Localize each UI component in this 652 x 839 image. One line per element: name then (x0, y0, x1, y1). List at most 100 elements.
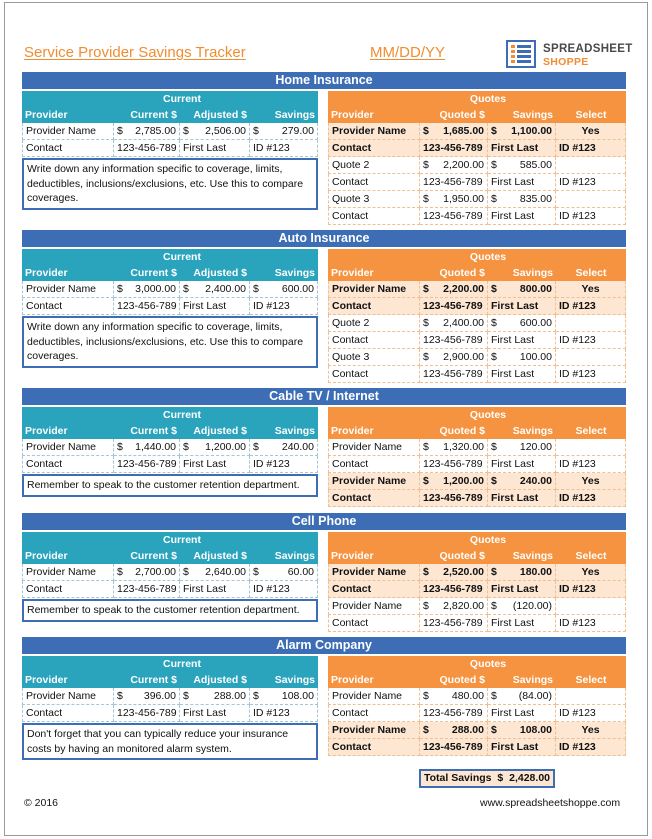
contact-name-cell[interactable]: First Last (488, 705, 556, 722)
quoted-amount-cell[interactable]: $1,320.00 (420, 439, 488, 456)
select-cell[interactable] (556, 157, 626, 174)
phone-cell[interactable]: 123-456-789 (420, 174, 488, 191)
phone-cell[interactable]: 123-456-789 (420, 456, 488, 473)
savings-cell[interactable]: $600.00 (250, 281, 318, 298)
phone-cell[interactable]: 123-456-789 (420, 332, 488, 349)
account-id-cell[interactable]: ID #123 (556, 490, 626, 507)
provider-name-cell[interactable]: Provider Name (22, 688, 114, 705)
contact-name-cell[interactable]: First Last (488, 456, 556, 473)
contact-name-cell[interactable]: First Last (488, 739, 556, 756)
select-cell[interactable] (556, 439, 626, 456)
quote-savings-cell[interactable]: $120.00 (488, 439, 556, 456)
quote-provider-cell[interactable]: Quote 2 (328, 315, 420, 332)
current-cost-cell[interactable]: $396.00 (114, 688, 180, 705)
account-id-cell[interactable]: ID #123 (250, 140, 318, 157)
quote-savings-cell[interactable]: $180.00 (488, 564, 556, 581)
quote-savings-cell[interactable]: $ (84.00) (488, 688, 556, 705)
savings-cell[interactable]: $108.00 (250, 688, 318, 705)
notes-box[interactable]: Remember to speak to the customer retent… (22, 599, 318, 622)
savings-cell[interactable]: $60.00 (250, 564, 318, 581)
date-field[interactable]: MM/DD/YY (370, 44, 445, 61)
quoted-amount-cell[interactable]: $2,820.00 (420, 598, 488, 615)
quote-provider-cell[interactable]: Provider Name (328, 598, 420, 615)
savings-cell[interactable]: $240.00 (250, 439, 318, 456)
notes-box[interactable]: Write down any information specific to c… (22, 316, 318, 368)
phone-cell[interactable]: 123-456-789 (114, 581, 180, 598)
current-cost-cell[interactable]: $2,700.00 (114, 564, 180, 581)
select-cell[interactable]: Yes (556, 473, 626, 490)
provider-name-cell[interactable]: Provider Name (22, 564, 114, 581)
contact-name-cell[interactable]: First Last (488, 298, 556, 315)
account-id-cell[interactable]: ID #123 (556, 615, 626, 632)
adjusted-cost-cell[interactable]: $2,506.00 (180, 123, 250, 140)
phone-cell[interactable]: 123-456-789 (420, 140, 488, 157)
contact-name-cell[interactable]: First Last (488, 332, 556, 349)
quote-provider-cell[interactable]: Provider Name (328, 281, 420, 298)
website-link[interactable]: www.spreadsheetshoppe.com (480, 797, 621, 809)
account-id-cell[interactable]: ID #123 (556, 140, 626, 157)
account-id-cell[interactable]: ID #123 (556, 298, 626, 315)
quote-provider-cell[interactable]: Quote 3 (328, 191, 420, 208)
account-id-cell[interactable]: ID #123 (556, 581, 626, 598)
phone-cell[interactable]: 123-456-789 (420, 208, 488, 225)
contact-name-cell[interactable]: First Last (488, 174, 556, 191)
provider-name-cell[interactable]: Provider Name (22, 439, 114, 456)
quote-savings-cell[interactable]: $100.00 (488, 349, 556, 366)
quoted-amount-cell[interactable]: $1,200.00 (420, 473, 488, 490)
account-id-cell[interactable]: ID #123 (556, 174, 626, 191)
quote-provider-cell[interactable]: Provider Name (328, 688, 420, 705)
adjusted-cost-cell[interactable]: $288.00 (180, 688, 250, 705)
contact-name-cell[interactable]: First Last (488, 490, 556, 507)
quoted-amount-cell[interactable]: $2,520.00 (420, 564, 488, 581)
contact-name-cell[interactable]: First Last (488, 208, 556, 225)
quote-savings-cell[interactable]: $1,100.00 (488, 123, 556, 140)
account-id-cell[interactable]: ID #123 (556, 456, 626, 473)
phone-cell[interactable]: 123-456-789 (114, 298, 180, 315)
quote-provider-cell[interactable]: Quote 3 (328, 349, 420, 366)
current-cost-cell[interactable]: $2,785.00 (114, 123, 180, 140)
select-cell[interactable]: Yes (556, 564, 626, 581)
quote-provider-cell[interactable]: Provider Name (328, 564, 420, 581)
notes-box[interactable]: Write down any information specific to c… (22, 158, 318, 210)
contact-name-cell[interactable]: First Last (180, 298, 250, 315)
adjusted-cost-cell[interactable]: $2,640.00 (180, 564, 250, 581)
contact-name-cell[interactable]: First Last (180, 705, 250, 722)
quoted-amount-cell[interactable]: $1,685.00 (420, 123, 488, 140)
phone-cell[interactable]: 123-456-789 (420, 366, 488, 383)
notes-box[interactable]: Don't forget that you can typically redu… (22, 723, 318, 760)
select-cell[interactable] (556, 598, 626, 615)
phone-cell[interactable]: 123-456-789 (420, 739, 488, 756)
contact-name-cell[interactable]: First Last (180, 581, 250, 598)
quoted-amount-cell[interactable]: $2,900.00 (420, 349, 488, 366)
quote-provider-cell[interactable]: Provider Name (328, 123, 420, 140)
notes-box[interactable]: Remember to speak to the customer retent… (22, 474, 318, 497)
contact-name-cell[interactable]: First Last (488, 366, 556, 383)
phone-cell[interactable]: 123-456-789 (420, 490, 488, 507)
quoted-amount-cell[interactable]: $1,950.00 (420, 191, 488, 208)
account-id-cell[interactable]: ID #123 (556, 705, 626, 722)
account-id-cell[interactable]: ID #123 (556, 739, 626, 756)
account-id-cell[interactable]: ID #123 (556, 332, 626, 349)
quote-savings-cell[interactable]: $ (120.00) (488, 598, 556, 615)
account-id-cell[interactable]: ID #123 (556, 366, 626, 383)
quote-savings-cell[interactable]: $600.00 (488, 315, 556, 332)
account-id-cell[interactable]: ID #123 (556, 208, 626, 225)
contact-name-cell[interactable]: First Last (488, 140, 556, 157)
provider-name-cell[interactable]: Provider Name (22, 281, 114, 298)
quote-provider-cell[interactable]: Quote 2 (328, 157, 420, 174)
contact-name-cell[interactable]: First Last (488, 581, 556, 598)
quoted-amount-cell[interactable]: $2,200.00 (420, 281, 488, 298)
adjusted-cost-cell[interactable]: $2,400.00 (180, 281, 250, 298)
select-cell[interactable] (556, 688, 626, 705)
phone-cell[interactable]: 123-456-789 (114, 140, 180, 157)
phone-cell[interactable]: 123-456-789 (420, 705, 488, 722)
quote-provider-cell[interactable]: Provider Name (328, 722, 420, 739)
select-cell[interactable]: Yes (556, 722, 626, 739)
select-cell[interactable] (556, 191, 626, 208)
contact-name-cell[interactable]: First Last (180, 456, 250, 473)
current-cost-cell[interactable]: $3,000.00 (114, 281, 180, 298)
contact-name-cell[interactable]: First Last (180, 140, 250, 157)
account-id-cell[interactable]: ID #123 (250, 705, 318, 722)
account-id-cell[interactable]: ID #123 (250, 581, 318, 598)
quote-savings-cell[interactable]: $800.00 (488, 281, 556, 298)
